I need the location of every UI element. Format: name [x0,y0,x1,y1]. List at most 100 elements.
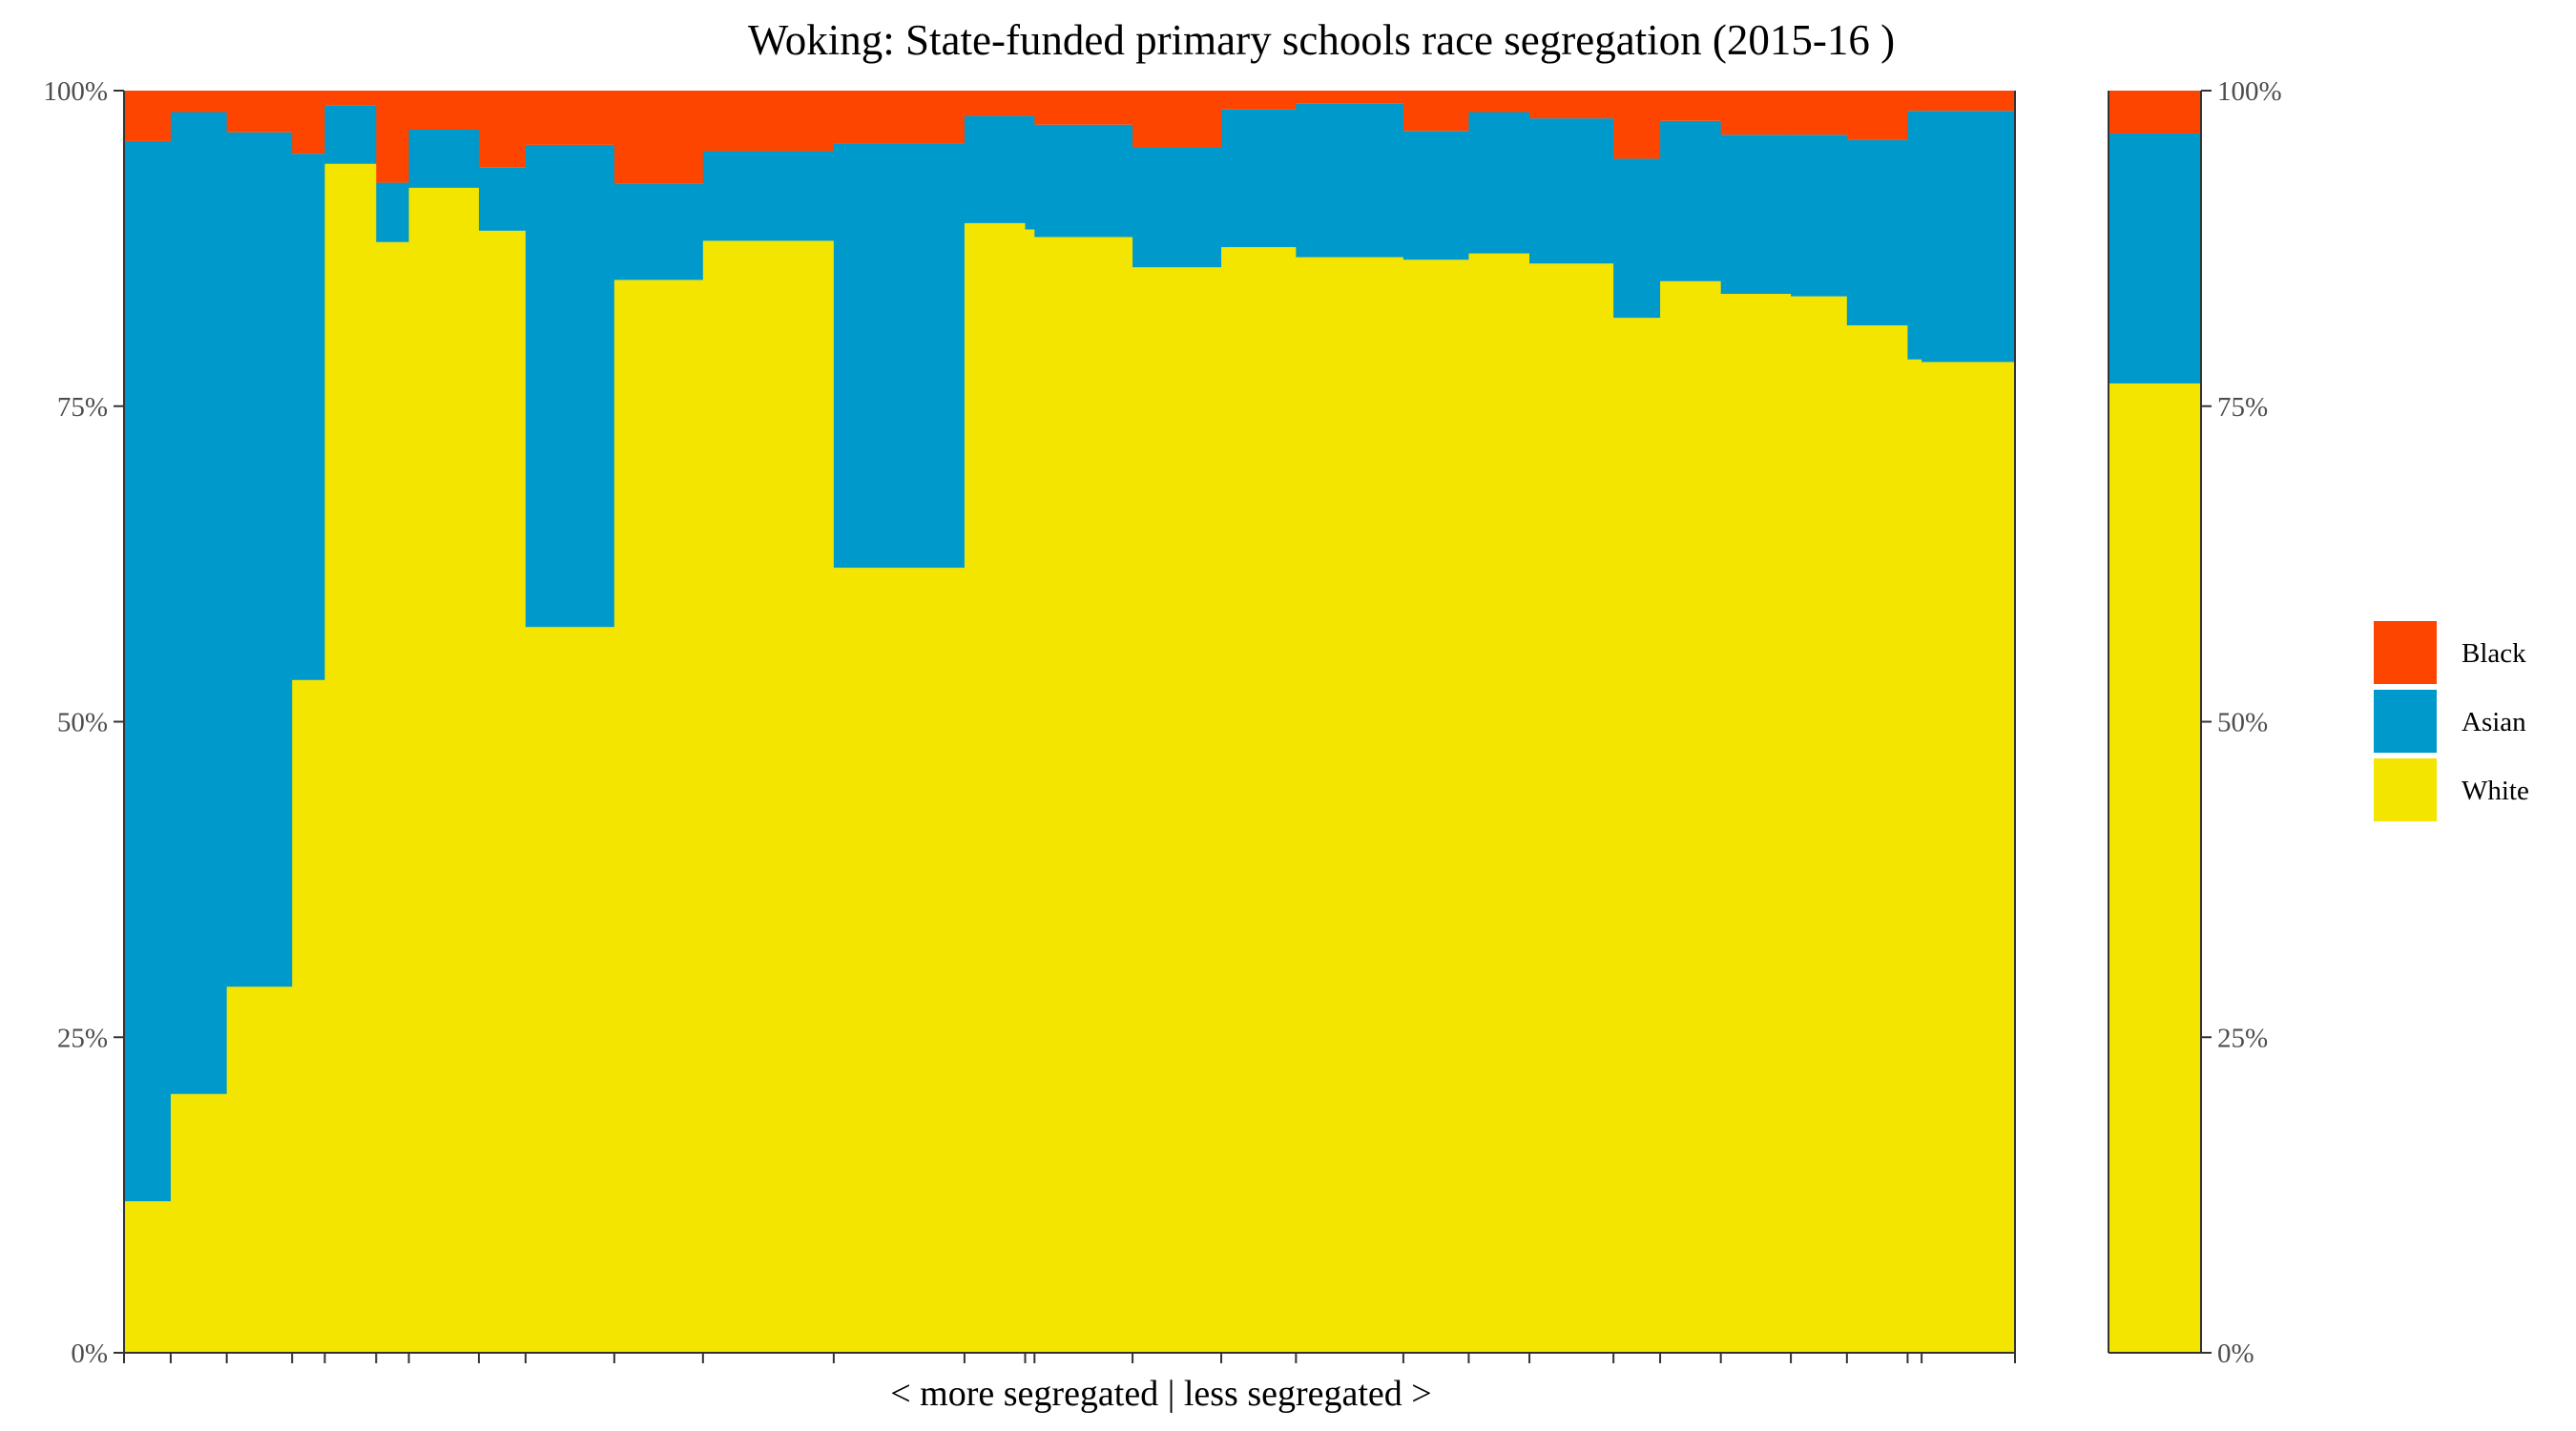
bar-segment-white-school-9 [525,627,615,1353]
overall-segment-black [2109,91,2201,134]
bar-segment-asian-school-20 [1468,112,1530,254]
bar-segment-white-school-2 [170,1093,228,1353]
bar-segment-asian-school-28 [1922,111,2016,363]
bar-segment-black-school-3 [226,91,293,133]
bar-segment-black-school-7 [408,91,480,131]
bar-segment-black-school-5 [324,91,377,106]
bar-segment-white-school-12 [833,568,966,1353]
bar-segment-black-school-23 [1660,91,1722,121]
bar-segment-white-school-21 [1529,263,1614,1353]
bar-segment-asian-school-24 [1720,135,1792,295]
bar-segment-asian-school-19 [1402,131,1470,260]
bar-segment-white-school-22 [1613,318,1661,1353]
bar-segment-white-school-7 [408,187,480,1353]
bar-segment-black-school-9 [525,91,615,145]
bar-segment-black-school-19 [1402,91,1470,132]
y-tick-label-right: 75% [2217,392,2268,423]
bar-segment-black-school-13 [964,91,1027,116]
bar-segment-black-school-11 [702,91,835,152]
bar-segment-asian-school-2 [170,112,228,1094]
bar-segment-asian-school-26 [1846,139,1909,326]
legend-label-black: Black [2462,638,2526,669]
bar-segment-white-school-6 [376,241,410,1353]
bar-segment-black-school-10 [613,91,704,184]
bar-segment-asian-school-15 [1034,124,1133,238]
bar-segment-black-school-24 [1720,91,1792,135]
bar-segment-black-school-27 [1907,91,1922,112]
bar-segment-asian-school-27 [1907,111,1922,360]
bar-segment-white-school-28 [1922,362,2016,1354]
y-tick-label-left: 75% [57,392,108,423]
overall-segment-white [2109,383,2201,1353]
axes: 0% 0% 25% 25% 50% 50% 75% 75% 100% 100% [43,76,2281,1369]
bar-segment-asian-school-23 [1660,120,1722,281]
y-tick-label-right: 25% [2217,1023,2268,1053]
y-tick-label-left: 25% [57,1023,108,1053]
bar-segment-black-school-4 [292,91,326,155]
legend: Black Asian White [2374,621,2529,821]
bar-segment-white-school-18 [1296,257,1404,1353]
bar-segment-white-school-26 [1846,325,1909,1354]
bar-segment-black-school-6 [376,91,410,183]
bar-segment-white-school-15 [1034,237,1133,1354]
bar-segment-black-school-14 [1025,91,1035,116]
chart-title: Woking: State-funded primary schools rac… [748,16,1895,64]
bar-segment-white-school-25 [1791,296,1848,1353]
bar-segment-asian-school-18 [1296,103,1404,258]
bar-segment-black-school-25 [1791,91,1848,135]
bar-segment-asian-school-8 [478,167,527,231]
bar-segment-asian-school-13 [964,115,1027,223]
bar-segment-black-school-28 [1922,91,2016,112]
bar-segment-black-school-8 [478,91,527,168]
legend-swatch-asian [2374,690,2437,753]
bar-segment-black-school-2 [170,91,228,113]
bar-segment-white-school-16 [1132,267,1222,1354]
bar-segment-white-school-1 [124,1201,172,1353]
bar-segment-white-school-20 [1468,253,1530,1353]
bar-segment-white-school-19 [1402,259,1470,1353]
bar-segment-black-school-15 [1034,91,1133,125]
legend-label-white: White [2462,776,2529,806]
bar-segment-black-school-1 [124,91,172,141]
bar-segment-asian-school-10 [613,183,704,280]
overall-bar [2109,91,2201,1353]
bar-segment-white-school-23 [1660,280,1722,1353]
bar-segment-asian-school-6 [376,182,410,242]
bar-segment-black-school-12 [833,91,966,144]
bar-segment-asian-school-11 [702,151,835,241]
overall-segment-asian [2109,133,2201,384]
school-bars [124,91,2016,1354]
legend-swatch-white [2374,758,2437,821]
bar-segment-white-school-4 [292,679,326,1353]
bar-segment-white-school-17 [1221,247,1297,1353]
bar-segment-white-school-14 [1025,229,1035,1353]
bar-segment-white-school-8 [478,230,527,1354]
bar-segment-asian-school-22 [1613,158,1661,319]
y-tick-label-left: 0% [71,1338,108,1369]
bar-segment-black-school-21 [1529,91,1614,119]
bar-segment-white-school-3 [226,986,293,1353]
bar-segment-asian-school-16 [1132,147,1222,268]
bar-segment-black-school-26 [1846,91,1909,140]
legend-swatch-black [2374,621,2437,684]
bar-segment-black-school-22 [1613,91,1661,159]
bar-segment-white-school-10 [613,280,704,1354]
bar-segment-asian-school-1 [124,140,172,1202]
bar-segment-asian-school-25 [1791,135,1848,297]
y-tick-label-right: 50% [2217,708,2268,738]
bar-segment-black-school-18 [1296,91,1404,104]
x-axis-label: < more segregated | less segregated > [890,1374,1431,1414]
y-tick-label-left: 100% [43,76,108,107]
bar-segment-black-school-20 [1468,91,1530,113]
bar-segment-asian-school-17 [1221,109,1297,248]
bar-segment-asian-school-14 [1025,115,1035,230]
bar-segment-asian-school-3 [226,132,293,987]
bar-segment-white-school-24 [1720,294,1792,1353]
y-tick-label-left: 50% [57,708,108,738]
bar-segment-white-school-27 [1907,359,1922,1353]
bar-segment-asian-school-4 [292,154,326,680]
bar-segment-black-school-16 [1132,91,1222,148]
y-tick-label-right: 0% [2217,1338,2254,1369]
legend-label-asian: Asian [2462,707,2526,737]
bar-segment-white-school-13 [964,222,1027,1353]
